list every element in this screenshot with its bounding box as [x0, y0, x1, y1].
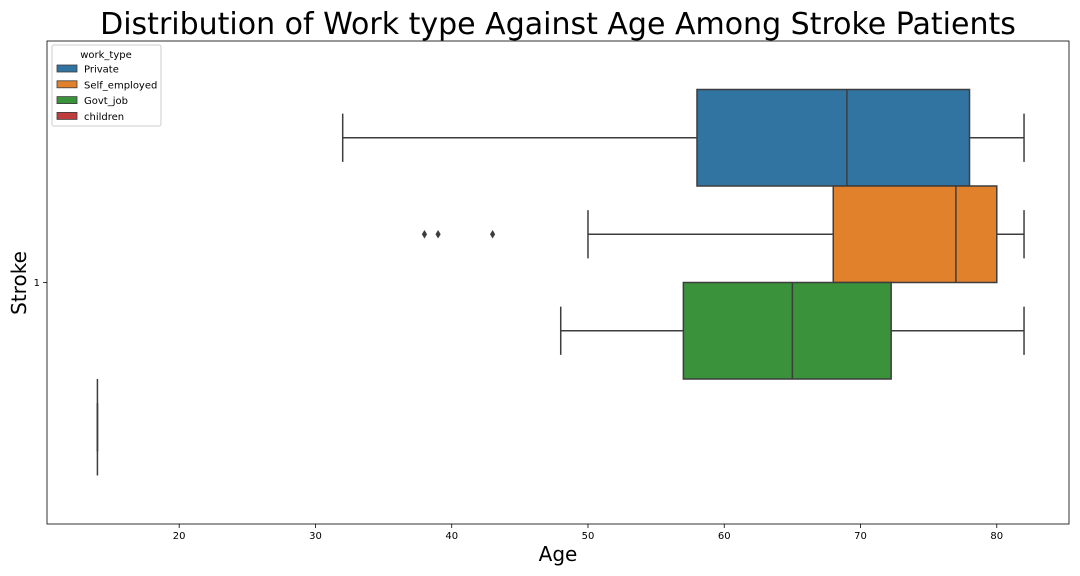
- x-tick-label-50: 50: [582, 531, 595, 542]
- legend-label-children: children: [84, 112, 124, 123]
- legend-frame: [51, 44, 162, 127]
- legend: work_type Private Self_employed Govt_jobch…: [51, 44, 162, 127]
- legend-swatch-self-employed: [56, 80, 78, 89]
- legend-swatch-private: [56, 64, 78, 73]
- legend-label-self-employed: Self_employed: [84, 80, 157, 91]
- boxes-layer: [96, 88, 1025, 476]
- legend-swatch-children: [56, 112, 78, 120]
- y-tick-label-1: 1: [34, 278, 40, 289]
- x-tick-label-30: 30: [309, 531, 322, 542]
- x-tick-label-60: 60: [718, 531, 731, 542]
- x-tick-label-40: 40: [445, 531, 458, 542]
- self-employed-box: [832, 185, 998, 284]
- legend-label-private: Private: [84, 65, 119, 76]
- legend-title: work_type: [80, 50, 132, 61]
- self-employed-outlier-2: [489, 230, 496, 239]
- y-axis-label: Stroke: [7, 251, 31, 315]
- govt-job-box: [682, 281, 892, 380]
- self-employed-outlier-0: [421, 230, 428, 239]
- legend-swatch-govt-job: [56, 96, 78, 104]
- self-employed-outlier-1: [435, 230, 441, 239]
- legend-label-govt-job: Govt_job: [84, 96, 128, 107]
- x-tick-label-70: 70: [854, 531, 867, 542]
- x-tick-label-80: 80: [990, 531, 1003, 542]
- y-axis-ticks: 1: [34, 278, 47, 289]
- chart-title: Distribution of Work type Against Age Am…: [100, 7, 1016, 42]
- x-axis-ticks: 20 30 40 50 60 70 80: [173, 524, 1003, 542]
- private-box: [696, 88, 971, 187]
- x-axis-label: Age: [539, 542, 578, 566]
- x-tick-label-20: 20: [173, 531, 186, 542]
